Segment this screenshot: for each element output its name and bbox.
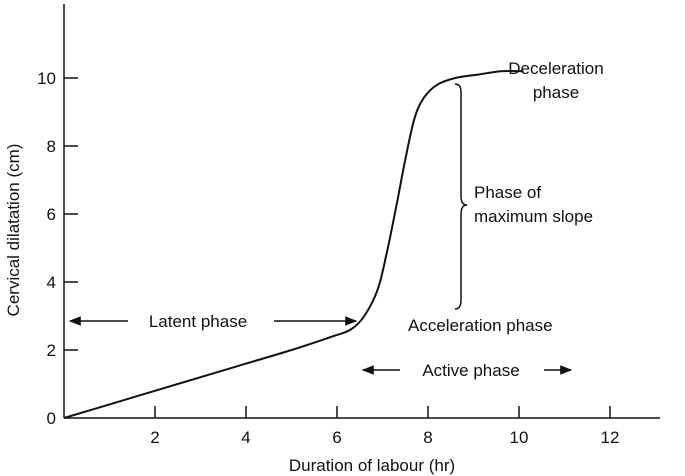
y-tick-label: 6 xyxy=(47,205,56,224)
x-tick-label: 10 xyxy=(510,428,529,447)
max-slope-label-line2: maximum slope xyxy=(474,207,593,226)
x-tick-label: 12 xyxy=(601,428,620,447)
dilatation-curve xyxy=(63,69,524,419)
active-phase-label: Active phase xyxy=(422,361,519,380)
deceleration-label-line2: phase xyxy=(533,83,579,102)
y-axis-label: Cervical dilatation (cm) xyxy=(4,144,23,317)
y-tick-label: 10 xyxy=(37,69,56,88)
max-slope-brace xyxy=(454,83,468,310)
x-tick-label: 2 xyxy=(150,428,159,447)
y-tick-label: 4 xyxy=(47,273,56,292)
x-tick-label: 4 xyxy=(241,428,250,447)
x-axis-label: Duration of labour (hr) xyxy=(289,456,455,475)
y-ticks: 0 2 4 6 8 10 xyxy=(37,69,78,428)
x-tick-label: 8 xyxy=(423,428,432,447)
max-slope-label-line1: Phase of xyxy=(474,183,541,202)
latent-phase-label: Latent phase xyxy=(149,312,247,331)
x-ticks: 2468101214 xyxy=(150,406,620,447)
x-tick-label: 6 xyxy=(332,428,341,447)
y-tick-label: 8 xyxy=(47,137,56,156)
acceleration-phase-label: Acceleration phase xyxy=(408,316,553,335)
y-tick-label: 2 xyxy=(47,341,56,360)
y-tick-label: 0 xyxy=(47,409,56,428)
deceleration-label-line1: Deceleration xyxy=(508,59,603,78)
